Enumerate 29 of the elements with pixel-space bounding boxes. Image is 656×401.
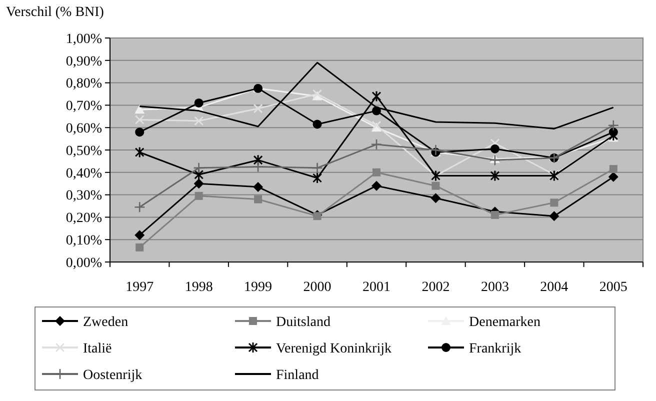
x-tick-label: 2002 (422, 280, 450, 295)
y-tick-label: 1,00% (66, 32, 102, 47)
legend-label: Zweden (83, 314, 128, 330)
legend-label: Duitsland (276, 314, 330, 330)
y-tick-label: 0,90% (66, 54, 102, 70)
y-tick-label: 0,10% (66, 234, 102, 248)
legend-label: Verenigd Koninkrijk (276, 341, 392, 356)
legend-label: Oostenrijk (83, 368, 142, 383)
y-tick-label: 0,20% (66, 211, 102, 226)
x-tick-label: 2004 (540, 280, 568, 295)
y-tick-label: 0,30% (66, 188, 102, 204)
legend-label: Finland (276, 368, 319, 383)
y-tick-label: 0,50% (66, 144, 102, 159)
x-tick-label: 1998 (184, 280, 213, 295)
x-tick-label: 1999 (244, 280, 272, 295)
legend-label: Italië (83, 341, 112, 356)
legend-label: Frankrijk (469, 341, 522, 356)
y-tick-label: 0,80% (66, 76, 102, 92)
x-tick-label: 2000 (303, 280, 332, 295)
x-tick-label: 2005 (599, 280, 628, 295)
y-axis-title: Verschil (% BNI) (6, 5, 104, 20)
y-tick-label: 0,70% (66, 99, 102, 114)
legend-label: Denemarken (469, 314, 541, 330)
y-tick-label: 0,40% (66, 166, 102, 182)
y-tick-label: 0,00% (66, 256, 102, 271)
y-tick-label: 0,60% (66, 122, 102, 136)
x-tick-label: 2003 (480, 280, 509, 295)
x-tick-label: 1997 (126, 280, 154, 295)
x-tick-label: 2001 (362, 280, 390, 295)
